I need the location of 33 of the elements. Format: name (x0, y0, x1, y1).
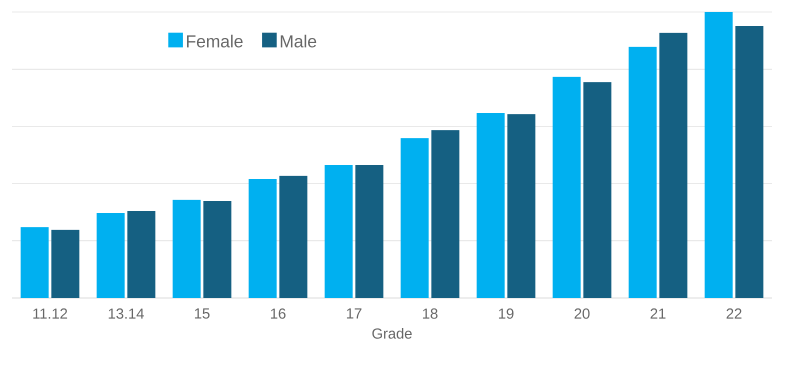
bar (324, 165, 353, 298)
x-tick-label: 22 (726, 308, 742, 319)
bar (507, 114, 536, 298)
x-tick-label: 16 (270, 308, 286, 319)
bar (583, 82, 612, 298)
bar (431, 130, 460, 298)
x-tick-label: 21 (650, 308, 666, 319)
legend-label: Female (187, 34, 243, 48)
bar (628, 46, 657, 298)
bar (51, 230, 80, 298)
bar (355, 165, 384, 298)
bar (203, 201, 232, 298)
bar (476, 112, 505, 298)
bar (552, 76, 581, 298)
bar (659, 32, 688, 298)
x-tick-label: 17 (346, 308, 362, 318)
bar (20, 227, 49, 298)
x-tick-label: 20 (574, 308, 590, 319)
x-tick-label: 19 (498, 308, 514, 319)
x-tick-label: 15 (194, 308, 210, 319)
x-axis-title: Grade (372, 328, 412, 339)
bar (735, 26, 764, 298)
bar (279, 176, 308, 298)
bar (704, 12, 733, 298)
x-tick-label: 18 (422, 308, 438, 319)
bar (172, 200, 201, 298)
bar (248, 179, 277, 298)
x-tick-label: 13.14 (108, 308, 144, 319)
x-tick-label: 11.12 (33, 308, 68, 319)
bar (127, 211, 156, 298)
bar (400, 138, 429, 298)
bar (96, 213, 125, 298)
legend-label: Male (280, 34, 316, 48)
